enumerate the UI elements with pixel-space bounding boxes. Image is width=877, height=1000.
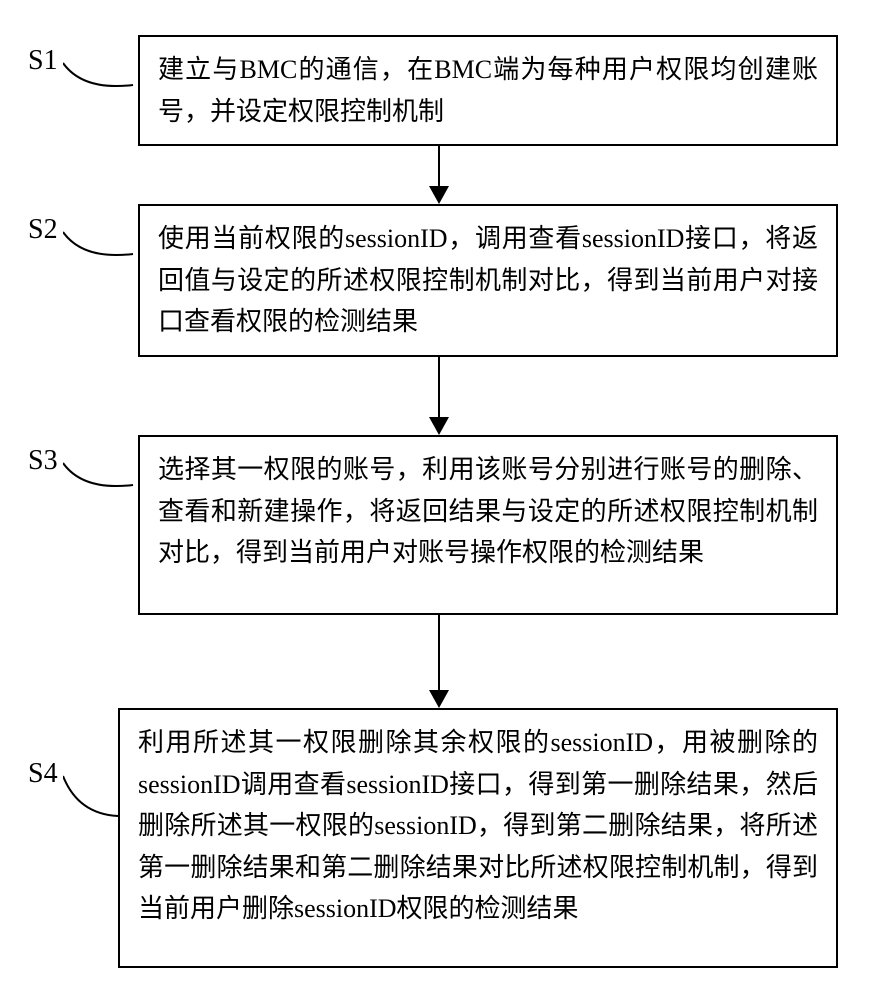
step-label-s2: S2 bbox=[28, 214, 58, 245]
connector-curve bbox=[63, 222, 143, 272]
arrow-connector bbox=[429, 146, 449, 204]
step-row: S4 利用所述其一权限删除其余权限的sessionID，用被删除的session… bbox=[0, 708, 877, 968]
connector-curve bbox=[63, 766, 133, 826]
step-label-s3: S3 bbox=[28, 445, 58, 476]
step-row: S2 使用当前权限的sessionID，调用查看sessionID接口，将返回值… bbox=[0, 204, 877, 357]
connector-curve bbox=[63, 453, 143, 503]
step-row: S3 选择其一权限的账号，利用该账号分别进行账号的删除、查看和新建操作，将返回结… bbox=[0, 435, 877, 615]
step-label-s4: S4 bbox=[28, 758, 58, 789]
arrow-connector bbox=[429, 357, 449, 435]
step-row: S1 建立与BMC的通信，在BMC端为每种用户权限均创建账号，并设定权限控制机制 bbox=[0, 35, 877, 146]
step-label-s1: S1 bbox=[28, 45, 58, 76]
connector-curve bbox=[63, 53, 143, 103]
arrow-connector bbox=[429, 615, 449, 708]
step-box-s1: 建立与BMC的通信，在BMC端为每种用户权限均创建账号，并设定权限控制机制 bbox=[138, 35, 838, 146]
arrow-head-icon bbox=[429, 417, 449, 435]
arrow-head-icon bbox=[429, 186, 449, 204]
step-box-s3: 选择其一权限的账号，利用该账号分别进行账号的删除、查看和新建操作，将返回结果与设… bbox=[138, 435, 838, 615]
flowchart-container: S1 建立与BMC的通信，在BMC端为每种用户权限均创建账号，并设定权限控制机制… bbox=[0, 0, 877, 968]
step-box-s4: 利用所述其一权限删除其余权限的sessionID，用被删除的sessionID调… bbox=[118, 708, 838, 968]
step-box-s2: 使用当前权限的sessionID，调用查看sessionID接口，将返回值与设定… bbox=[138, 204, 838, 357]
arrow-head-icon bbox=[429, 690, 449, 708]
